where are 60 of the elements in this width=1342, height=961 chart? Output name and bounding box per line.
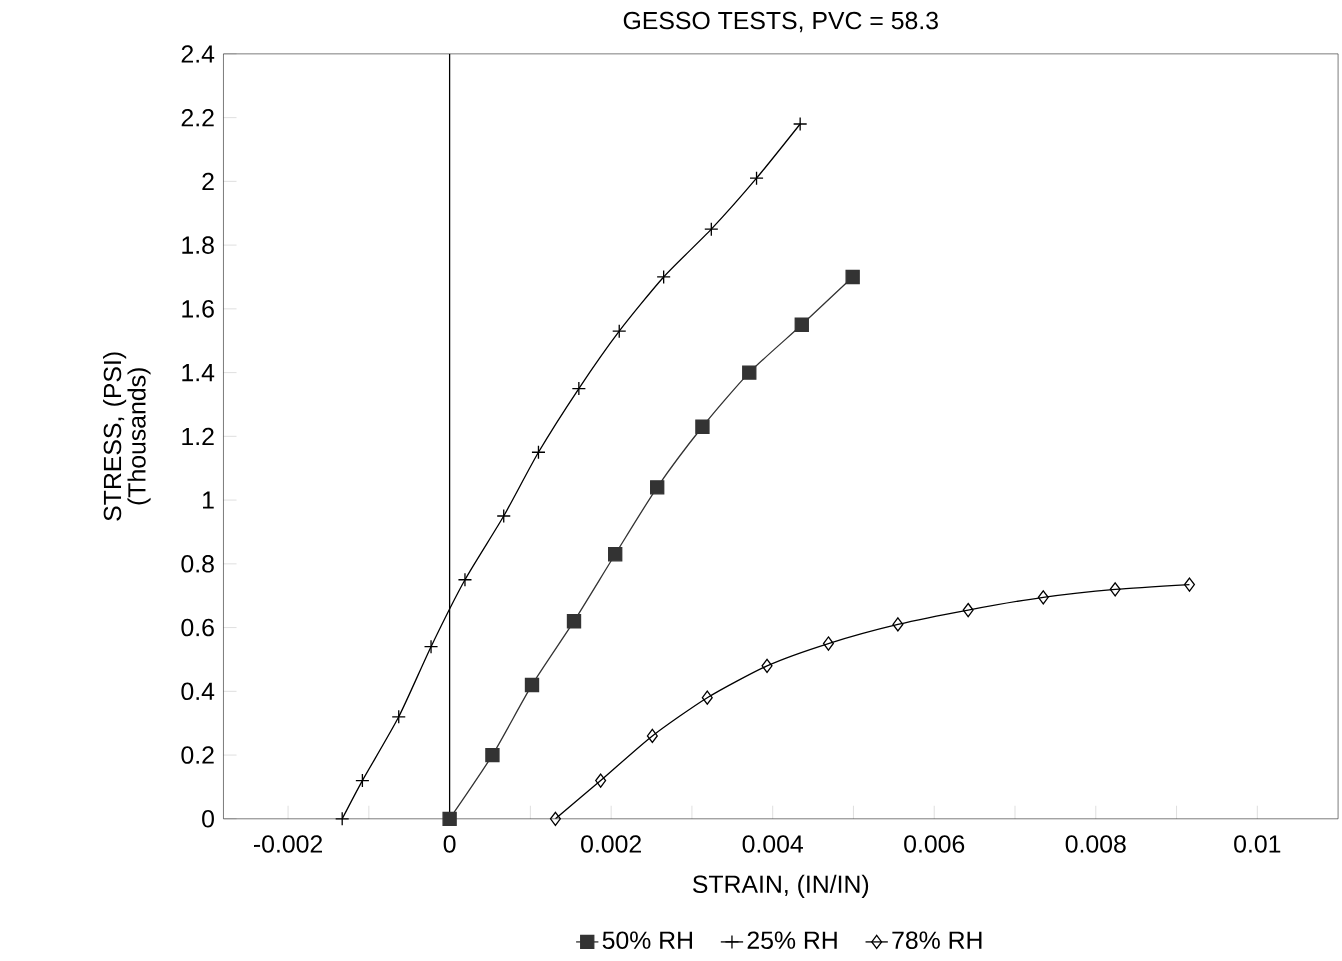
point (892, 617, 904, 632)
point (650, 480, 665, 495)
point (794, 317, 809, 333)
point (749, 171, 764, 186)
point (355, 773, 370, 788)
y-tick-label: 0.6 (181, 618, 214, 637)
point (792, 116, 808, 132)
point (496, 508, 511, 524)
y-tick-label: 0 (202, 810, 214, 828)
y-tick-label: 2 (202, 172, 214, 191)
point (571, 381, 587, 396)
y-tick-label: 1.2 (182, 427, 214, 446)
point (524, 677, 540, 693)
x-tick-label: 0.01 (1234, 835, 1281, 853)
y-tick-label: 0.2 (181, 746, 214, 764)
point (595, 773, 607, 788)
legend-label: 50% RH (602, 931, 692, 950)
y-tick-label: 2.4 (181, 45, 215, 63)
y-tick-label: 1.6 (182, 300, 214, 318)
x-tick-label: 0.008 (1065, 835, 1126, 853)
chart-title: GESSO TESTS, PVC = 58.3 (623, 11, 938, 33)
point (646, 728, 658, 744)
y-axis-title: STRESS, (PSI) (Thousands) (103, 352, 151, 521)
point (423, 639, 439, 654)
y-tick-label: 1 (203, 491, 214, 509)
point (822, 636, 834, 651)
point (391, 709, 406, 725)
legend-label: 78% RH (892, 931, 982, 950)
point (962, 602, 974, 618)
point (566, 614, 582, 629)
point (485, 747, 500, 763)
x-axis-title: STRAIN, (IN/IN) (692, 874, 869, 898)
x-tick-label: 0.002 (581, 835, 641, 853)
x-tick-label: 0.004 (742, 835, 803, 853)
y-tick-label: 0.4 (181, 682, 215, 701)
y-tick-label: 1.8 (182, 236, 214, 254)
point (457, 572, 473, 588)
point (695, 419, 710, 435)
point (701, 690, 713, 705)
point (531, 445, 546, 460)
point (442, 811, 457, 827)
y-tick-label: 2.2 (181, 109, 214, 127)
point (335, 811, 350, 827)
point (742, 365, 757, 380)
point (1109, 582, 1121, 597)
y-tick-label: 1.4 (182, 364, 215, 382)
y-tick-label: 0.8 (181, 555, 214, 573)
point (549, 811, 561, 827)
point (612, 324, 627, 339)
point (608, 547, 623, 562)
point (845, 269, 860, 285)
point (1183, 577, 1196, 592)
x-tick-label: 0.006 (904, 835, 965, 853)
point (1037, 590, 1049, 605)
x-tick-label: 0 (443, 835, 456, 853)
point (704, 222, 719, 237)
point (761, 658, 773, 674)
x-tick-label: -0.002 (254, 835, 323, 853)
point (656, 269, 671, 285)
legend-label: 25% RH (747, 931, 837, 950)
